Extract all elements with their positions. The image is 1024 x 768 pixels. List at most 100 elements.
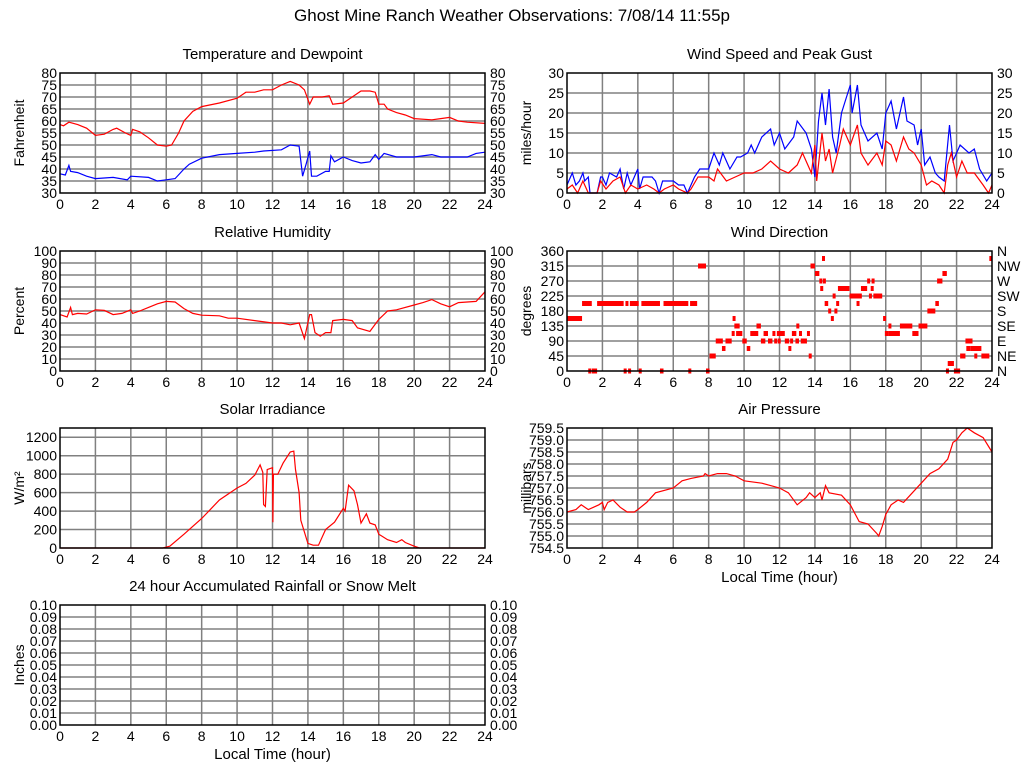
y-tick-label: 0.01 [30,705,57,721]
x-tick-label: 12 [265,551,281,567]
y-tick-label-right: 0.06 [490,645,517,661]
x-tick-label: 8 [198,196,206,212]
direction-point [760,338,766,344]
x-tick-label: 14 [807,196,823,212]
y-tick-label-right: S [997,303,1006,319]
y-tick-label-right: 20 [997,105,1013,121]
x-tick-label: 0 [56,374,64,390]
direction-point [806,331,810,336]
direction-point [935,301,939,306]
direction-point [937,278,943,284]
y-tick-label: 0.06 [30,645,57,661]
direction-point [767,338,773,344]
direction-point [832,293,836,299]
x-tick-label: 20 [913,374,929,390]
x-tick-label: 24 [477,728,493,744]
x-tick-label: 18 [878,551,894,567]
y-tick-label-right: 50 [490,303,506,319]
direction-point [810,263,815,269]
direction-point [966,346,971,351]
y-tick-label: 756.5 [529,492,564,508]
chart-title: Temperature and Dewpoint [182,46,363,63]
y-tick-label-right: 80 [490,267,506,283]
y-tick-label-right: 90 [490,255,506,271]
y-tick-label-right: 5 [997,165,1005,181]
y-tick-label-right: SE [997,318,1016,334]
x-tick-label: 10 [736,374,752,390]
y-tick-label: 0.09 [30,609,57,625]
direction-point [808,353,812,359]
y-tick-label: 0 [49,363,57,379]
x-tick-label: 2 [92,374,100,390]
direction-point [800,338,807,344]
direction-point [795,338,799,344]
y-axis-label: Inches [11,644,27,685]
x-tick-label: 0 [563,374,571,390]
y-tick-label: 45 [548,348,564,364]
x-tick-label: 4 [634,374,642,390]
x-tick-label: 2 [92,551,100,567]
y-tick-label: 0.08 [30,621,57,637]
direction-point [965,338,973,344]
chart-title: Solar Irradiance [220,401,326,418]
direction-point [912,331,919,336]
plot-border [566,250,993,372]
y-tick-label: 20 [548,105,564,121]
direction-point [709,353,716,359]
direction-point [734,323,738,329]
x-tick-label: 16 [843,196,859,212]
y-tick-label: 315 [541,258,565,274]
direction-point [824,301,829,306]
direction-point [947,361,954,366]
y-tick-label: 10 [41,351,57,367]
x-tick-label: 22 [442,728,458,744]
x-tick-label: 8 [198,374,206,390]
y-tick-label: 5 [556,165,564,181]
direction-point [663,301,689,306]
y-axis-label: Fahrenheit [11,99,27,166]
y-tick-label-right: 30 [490,185,506,201]
y-tick-label-right: 45 [490,149,506,165]
y-tick-label: 756.0 [529,504,564,520]
direction-point [774,338,778,344]
page-title: Ghost Mine Ranch Weather Observations: 7… [294,6,730,25]
y-tick-label: 200 [34,522,58,538]
x-tick-label: 14 [807,374,823,390]
y-tick-label: 60 [41,291,57,307]
y-tick-label: 30 [548,65,564,81]
direction-point [784,338,790,344]
y-tick-label-right: 40 [490,161,506,177]
y-tick-label-right: E [997,333,1006,349]
y-axis-label: miles/hour [518,100,534,165]
y-tick-label: 135 [541,318,565,334]
direction-point [725,338,732,344]
y-tick-label-right: 40 [490,315,506,331]
direction-point [970,346,982,351]
x-tick-label: 4 [127,551,135,567]
direction-point [871,278,875,284]
y-tick-label-right: 70 [490,89,506,105]
direction-point [731,331,735,336]
y-tick-label-right: 0.03 [490,681,517,697]
x-tick-label: 0 [563,196,571,212]
y-tick-label: 1200 [26,429,57,445]
series-line [59,291,486,341]
series-line [566,427,993,538]
series-line [59,80,486,147]
direction-point [777,338,781,344]
y-tick-label: 0.05 [30,657,57,673]
direction-point [625,301,629,306]
x-tick-label: 16 [336,551,352,567]
x-tick-label: 6 [162,374,170,390]
x-tick-label: 0 [56,196,64,212]
direction-point [736,331,743,336]
x-tick-label: 18 [371,374,387,390]
y-tick-label: 0.00 [30,717,57,733]
direction-point [641,301,660,306]
direction-point [834,308,838,314]
y-tick-label: 90 [41,255,57,271]
direction-point [582,301,592,306]
x-tick-label: 6 [669,374,677,390]
series-line [60,450,485,549]
direction-point [822,256,825,261]
